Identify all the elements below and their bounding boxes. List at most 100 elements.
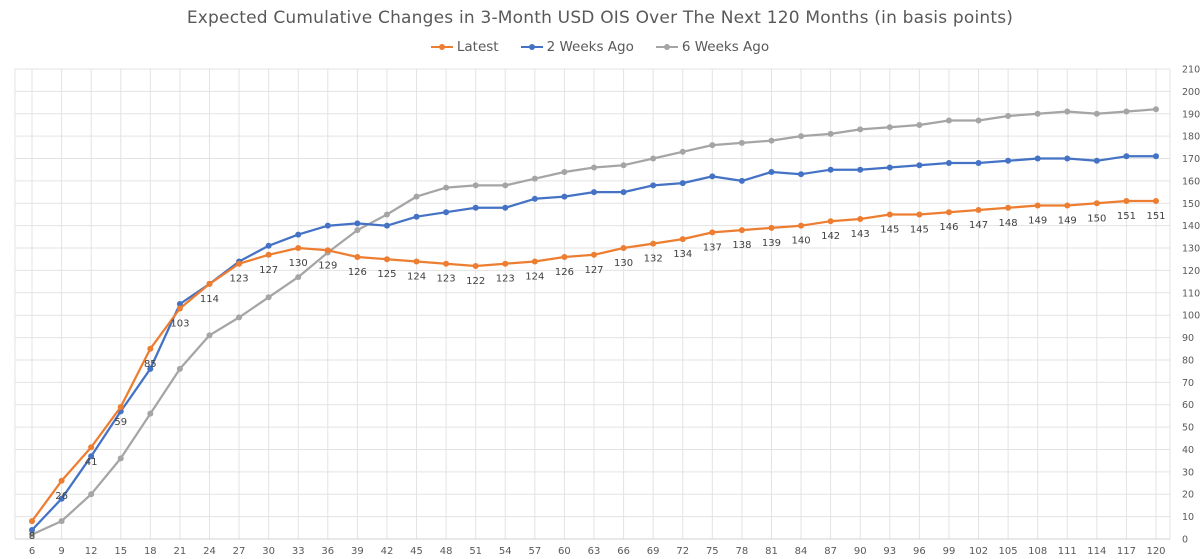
y-tick-label-160: 160 [1182, 176, 1200, 187]
point-2-weeks-ago-39 [354, 220, 361, 227]
x-tick-label-84: 84 [795, 546, 808, 557]
point-2-weeks-ago-102 [975, 160, 982, 166]
point-2-weeks-ago-30 [265, 242, 272, 249]
point-2-weeks-ago-9 [58, 495, 65, 502]
point-6-weeks-ago-111 [1064, 108, 1071, 115]
y-tick-label-60: 60 [1182, 400, 1194, 411]
point-2-weeks-ago-75 [709, 173, 716, 180]
point-6-weeks-ago-45 [413, 193, 420, 200]
point-latest-6 [29, 518, 35, 525]
point-2-weeks-ago-111 [1064, 155, 1071, 162]
point-latest-57 [531, 258, 538, 265]
point-6-weeks-ago-66 [620, 162, 627, 169]
data-label-latest-108: 149 [1028, 216, 1047, 227]
point-latest-72 [679, 236, 686, 243]
data-label-latest-45: 124 [407, 271, 426, 282]
series-6-weeks-ago [29, 106, 1159, 538]
x-tick-label-48: 48 [440, 546, 453, 557]
point-latest-117 [1123, 198, 1130, 205]
x-tick-label-21: 21 [174, 546, 187, 557]
x-tick-label-6: 6 [29, 546, 35, 557]
point-6-weeks-ago-9 [58, 518, 65, 525]
data-label-latest-81: 139 [762, 238, 781, 249]
y-tick-label-110: 110 [1182, 288, 1200, 299]
point-2-weeks-ago-54 [502, 204, 509, 211]
point-6-weeks-ago-24 [206, 332, 213, 339]
y-tick-label-210: 210 [1182, 65, 1200, 76]
point-6-weeks-ago-27 [236, 314, 243, 321]
point-latest-9 [58, 477, 65, 484]
point-2-weeks-ago-6 [29, 527, 35, 534]
x-tick-label-90: 90 [854, 546, 867, 557]
data-label-latest-18: 85 [144, 359, 157, 370]
point-latest-90 [857, 215, 864, 222]
point-latest-39 [354, 254, 361, 260]
x-tick-label-24: 24 [203, 546, 216, 557]
data-label-latest-99: 146 [939, 222, 958, 233]
point-6-weeks-ago-69 [650, 155, 657, 162]
point-6-weeks-ago-33 [295, 274, 302, 281]
point-2-weeks-ago-42 [383, 222, 390, 229]
x-tick-label-87: 87 [824, 546, 837, 557]
legend-swatch-2-weeks-ago [520, 44, 543, 50]
point-2-weeks-ago-108 [1034, 155, 1041, 162]
data-label-latest-105: 148 [999, 218, 1018, 229]
legend: Latest 2 Weeks Ago 6 Weeks Ago [0, 39, 1200, 55]
point-latest-36 [324, 247, 331, 254]
point-2-weeks-ago-84 [798, 171, 805, 178]
x-tick-label-93: 93 [883, 546, 896, 557]
point-latest-120 [1153, 198, 1159, 205]
data-label-latest-39: 126 [348, 267, 367, 278]
x-tick-label-117: 117 [1117, 546, 1136, 557]
x-tick-label-75: 75 [706, 546, 719, 557]
point-2-weeks-ago-96 [916, 162, 923, 169]
data-label-latest-24: 114 [200, 294, 219, 305]
data-label-latest-93: 145 [880, 224, 899, 235]
x-tick-label-105: 105 [999, 546, 1018, 557]
point-6-weeks-ago-60 [561, 168, 568, 175]
x-tick-label-12: 12 [85, 546, 98, 557]
legend-item-6-weeks-ago: 6 Weeks Ago [655, 39, 769, 55]
y-tick-label-0: 0 [1182, 535, 1188, 546]
point-2-weeks-ago-87 [827, 166, 834, 173]
x-tick-label-96: 96 [913, 546, 926, 557]
y-tick-label-50: 50 [1182, 423, 1194, 434]
y-tick-label-70: 70 [1182, 378, 1194, 389]
data-label-latest-96: 145 [910, 224, 929, 235]
legend-item-2-weeks-ago: 2 Weeks Ago [520, 39, 634, 55]
point-latest-102 [975, 207, 982, 213]
point-2-weeks-ago-117 [1123, 153, 1130, 160]
point-2-weeks-ago-57 [531, 195, 538, 202]
point-6-weeks-ago-51 [472, 182, 479, 189]
x-tick-label-57: 57 [528, 546, 541, 557]
y-tick-label-80: 80 [1182, 355, 1194, 366]
point-6-weeks-ago-15 [117, 455, 124, 462]
point-latest-81 [768, 224, 775, 231]
x-tick-label-63: 63 [588, 546, 601, 557]
x-tick-label-120: 120 [1146, 546, 1165, 557]
point-6-weeks-ago-12 [88, 491, 95, 498]
data-label-latest-102: 147 [969, 220, 988, 231]
y-tick-label-30: 30 [1182, 467, 1194, 478]
y-tick-label-130: 130 [1182, 244, 1200, 255]
x-tick-label-78: 78 [736, 546, 749, 557]
x-tick-label-9: 9 [58, 546, 64, 557]
point-2-weeks-ago-105 [1005, 157, 1012, 164]
point-6-weeks-ago-42 [383, 211, 390, 218]
point-6-weeks-ago-78 [738, 139, 745, 146]
point-6-weeks-ago-96 [916, 121, 923, 128]
point-6-weeks-ago-18 [147, 410, 154, 417]
x-tick-label-54: 54 [499, 546, 512, 557]
point-2-weeks-ago-120 [1153, 153, 1159, 160]
point-2-weeks-ago-48 [443, 209, 450, 216]
y-tick-label-90: 90 [1182, 333, 1194, 344]
x-axis-ticks: 6 9 12 15 18 21 24 27 30 33 36 39 42 45 48 51 54 57 60 63 66… [29, 546, 1166, 557]
y-axis-ticks: 0 10 20 30 40 50 60 70 80 90 100 110 120 130 140 150 160… [1182, 65, 1200, 546]
x-tick-label-15: 15 [114, 546, 127, 557]
point-2-weeks-ago-18 [147, 365, 154, 372]
point-6-weeks-ago-81 [768, 137, 775, 144]
point-latest-18 [147, 345, 154, 352]
legend-label-latest: Latest [456, 39, 499, 55]
y-tick-label-20: 20 [1182, 490, 1194, 501]
data-label-latest-63: 127 [584, 265, 603, 276]
